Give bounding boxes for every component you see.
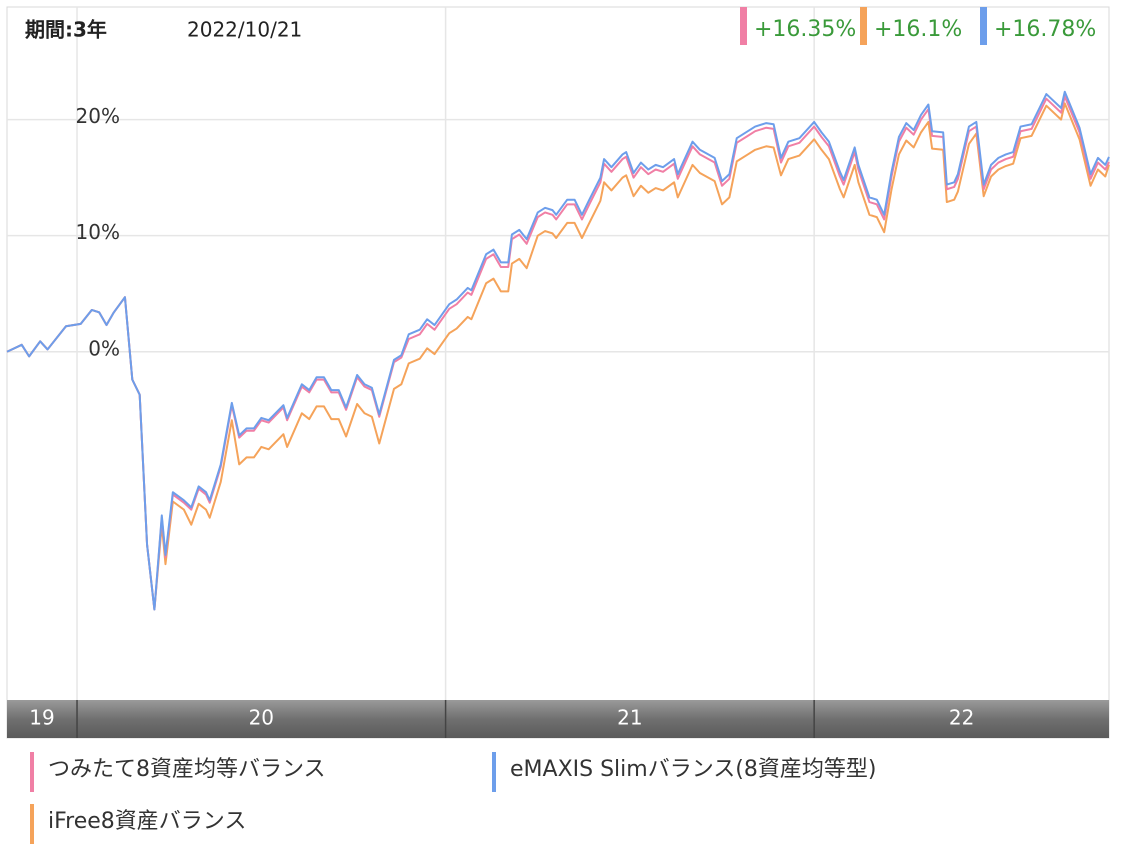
return-swatch bbox=[980, 7, 987, 45]
date-label: 2022/10/21 bbox=[187, 18, 302, 42]
return-label: +16.35% bbox=[754, 17, 856, 42]
period-label: 期間:3年 bbox=[25, 18, 107, 42]
return-swatch bbox=[740, 7, 747, 45]
labels: 0% 10% 20% 19 20 21 22 bbox=[29, 104, 974, 729]
return-label: +16.78% bbox=[994, 17, 1096, 42]
x-tick-label: 20 bbox=[249, 706, 274, 730]
series-line bbox=[6, 102, 1110, 611]
series-line bbox=[6, 90, 1110, 611]
return-swatch bbox=[860, 7, 867, 45]
y-tick-label: 20% bbox=[76, 104, 120, 128]
grid bbox=[7, 7, 1109, 738]
x-axis-band bbox=[7, 700, 1109, 738]
legend-label: iFree8資産バランス bbox=[48, 809, 246, 834]
legend-label: eMAXIS Slimバランス(8資産均等型) bbox=[510, 757, 876, 782]
x-tick-label: 22 bbox=[949, 706, 974, 730]
y-tick-label: 10% bbox=[76, 220, 120, 244]
x-tick-label: 21 bbox=[617, 706, 642, 730]
return-label: +16.1% bbox=[874, 17, 962, 42]
plot-frame bbox=[6, 6, 1110, 739]
y-tick-label: 0% bbox=[88, 336, 120, 360]
legend-swatch bbox=[30, 752, 34, 792]
x-tick-label: 19 bbox=[29, 706, 54, 730]
lines bbox=[6, 90, 1110, 611]
legend-swatch bbox=[30, 804, 34, 844]
legend-label: つみたて8資産均等バランス bbox=[48, 757, 326, 782]
legend-swatch bbox=[492, 752, 496, 792]
